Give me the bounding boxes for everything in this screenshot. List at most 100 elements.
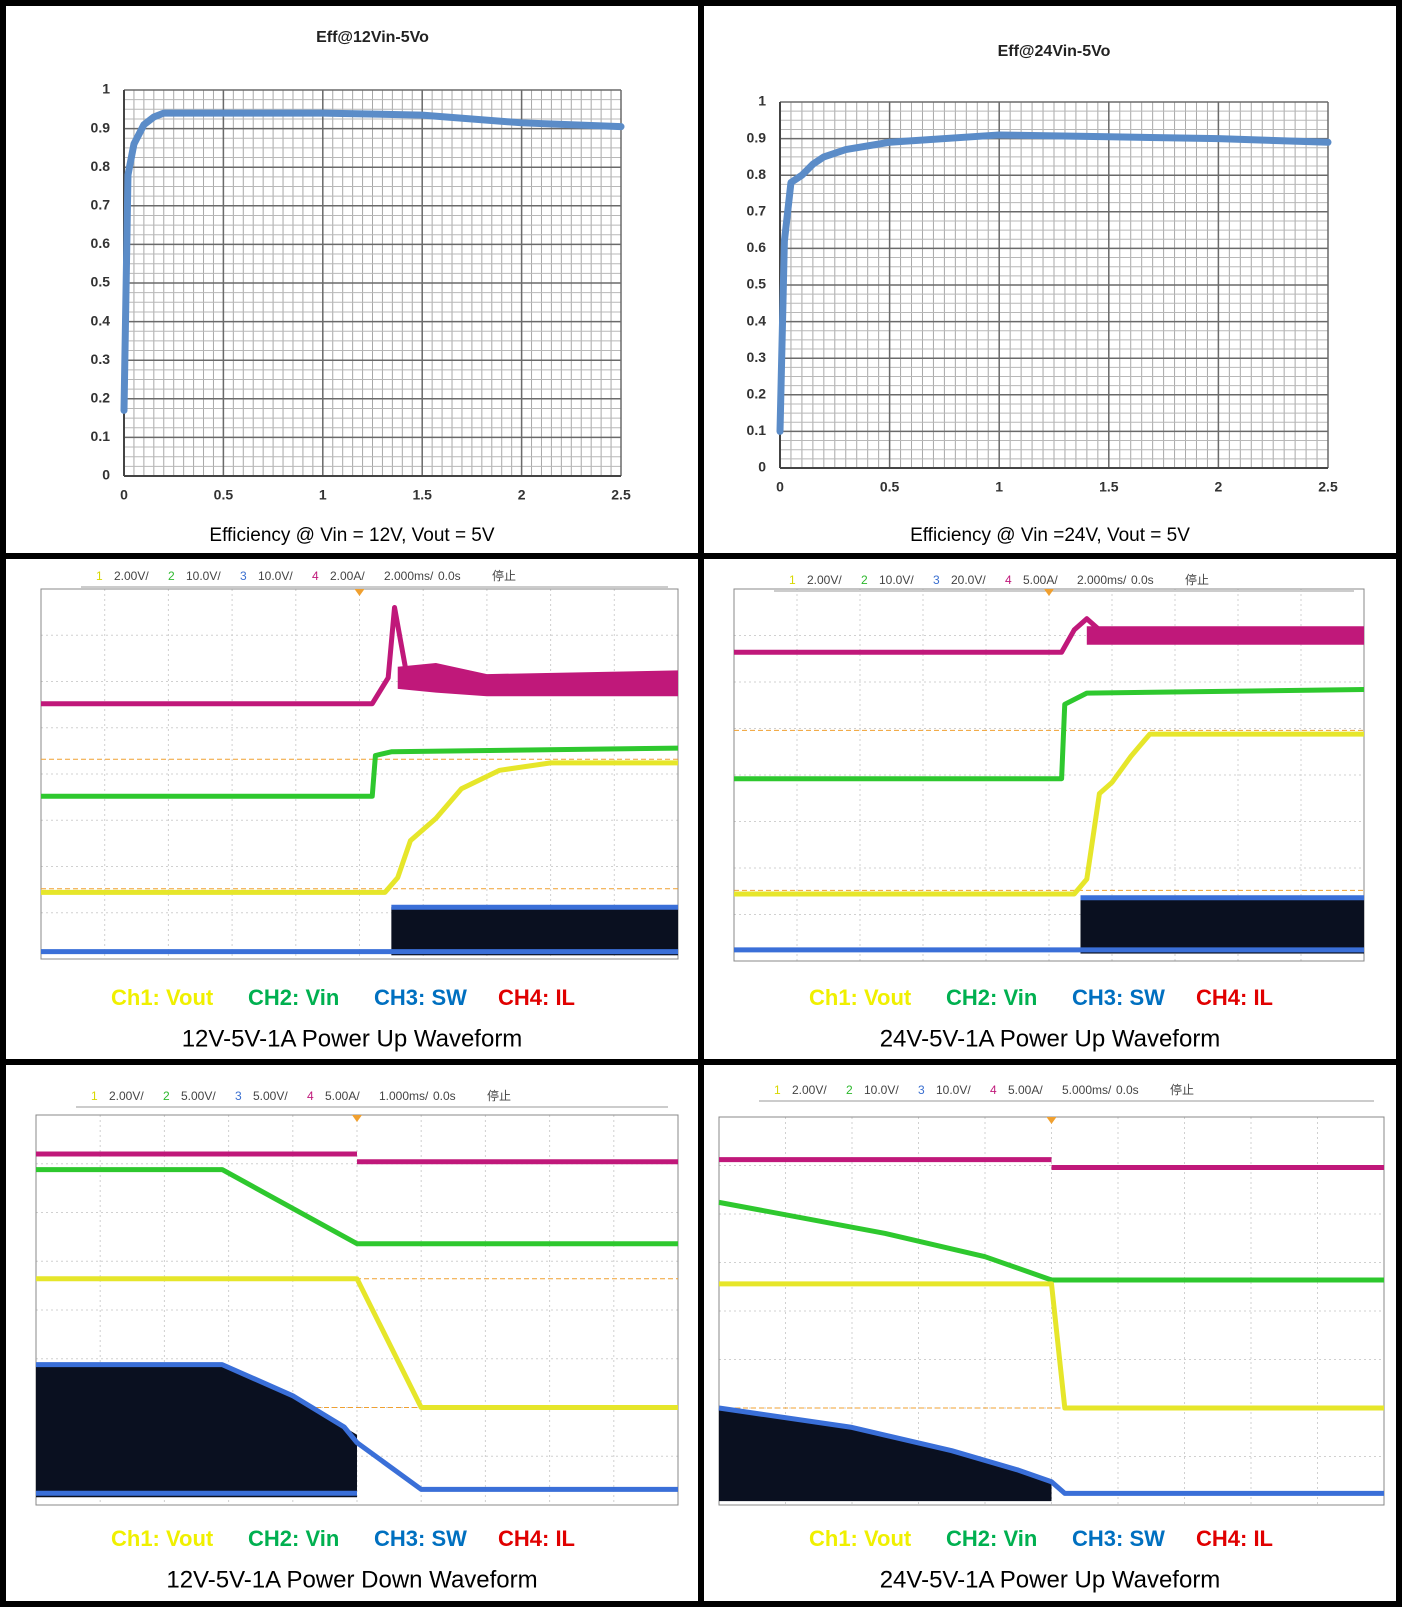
scope-setting: 2.00V/: [114, 569, 149, 583]
scope-setting: 5.00V/: [181, 1089, 216, 1103]
scope-setting: 10.0V/: [186, 569, 221, 583]
scope-setting: 0.0s: [438, 569, 461, 583]
channel-legend: Ch1: Vout: [809, 985, 912, 1010]
channel-legend: CH4: IL: [498, 1526, 575, 1551]
chart-caption: Efficiency @ Vin = 12V, Vout = 5V: [209, 525, 494, 546]
x-tick-label: 2.5: [1318, 479, 1338, 495]
scope-caption: 12V-5V-1A Power Up Waveform: [182, 1025, 523, 1052]
channel-legend: CH3: SW: [374, 1526, 467, 1551]
channel-legend: CH3: SW: [374, 985, 467, 1010]
switching-region: [391, 907, 678, 955]
scope-setting: 5.00V/: [253, 1089, 288, 1103]
scope-setting: 3: [240, 569, 247, 583]
scope-setting: 停止: [487, 1088, 511, 1103]
scope-setting: 4: [312, 569, 319, 583]
scope-setting: 2: [861, 573, 868, 587]
channel-legend: CH3: SW: [1072, 1526, 1165, 1551]
scope-setting: 2.00A/: [330, 569, 365, 583]
y-tick-label: 1: [102, 81, 110, 97]
y-tick-label: 0.9: [91, 119, 111, 135]
x-tick-label: 1.5: [1099, 479, 1119, 495]
y-tick-label: 0.7: [747, 203, 767, 219]
x-tick-label: 1.5: [412, 487, 432, 503]
y-tick-label: 0.7: [91, 197, 111, 213]
trigger-marker: [355, 589, 365, 596]
waveform: [719, 1284, 1384, 1408]
scope-setting: 2.000ms/: [384, 569, 434, 583]
x-tick-label: 1: [319, 487, 327, 503]
y-tick-label: 0.2: [91, 390, 111, 406]
scope-setting: 2: [168, 569, 175, 583]
channel-legend: Ch1: Vout: [111, 985, 214, 1010]
switching-region: [719, 1408, 1052, 1501]
switching-region: [1081, 898, 1365, 954]
scope-setting: 2.00V/: [807, 573, 842, 587]
y-tick-label: 0.2: [747, 386, 767, 402]
scope-setting: 1: [96, 569, 103, 583]
scope-setting: 10.0V/: [258, 569, 293, 583]
scope-setting: 停止: [492, 568, 516, 583]
scope-setting: 3: [918, 1083, 925, 1097]
scope-setting: 2.00V/: [792, 1083, 827, 1097]
y-tick-label: 0.1: [747, 422, 767, 438]
waveform: [41, 763, 678, 893]
scope-setting: 0.0s: [1131, 573, 1154, 587]
scope-setting: 5.00A/: [325, 1089, 360, 1103]
channel-legend: CH4: IL: [498, 985, 575, 1010]
channel-legend: CH2: Vin: [248, 1526, 339, 1551]
channel-legend: CH2: Vin: [946, 1526, 1037, 1551]
scope-setting: 5.00A/: [1008, 1083, 1043, 1097]
channel-legend: Ch1: Vout: [809, 1526, 912, 1551]
scope-setting: 20.0V/: [951, 573, 986, 587]
scope-caption: 12V-5V-1A Power Down Waveform: [166, 1566, 537, 1593]
trigger-marker: [1047, 1117, 1057, 1124]
x-tick-label: 2.5: [611, 487, 631, 503]
y-tick-label: 0.5: [747, 276, 767, 292]
y-tick-label: 0.6: [91, 235, 111, 251]
scope-setting: 2: [846, 1083, 853, 1097]
scope-setting: 3: [933, 573, 940, 587]
chart-caption: Efficiency @ Vin =24V, Vout = 5V: [910, 525, 1190, 546]
y-tick-label: 0.9: [747, 129, 767, 145]
scope-setting: 10.0V/: [936, 1083, 971, 1097]
y-tick-label: 0.1: [91, 428, 111, 444]
channel-legend: CH3: SW: [1072, 985, 1165, 1010]
trigger-marker: [1044, 589, 1054, 596]
y-tick-label: 0.4: [747, 312, 767, 328]
scope-setting: 0.0s: [433, 1089, 456, 1103]
x-tick-label: 0: [776, 479, 784, 495]
scope-setting: 10.0V/: [879, 573, 914, 587]
scope-setting: 1: [91, 1089, 98, 1103]
switching-region: [36, 1365, 357, 1498]
scope-setting: 10.0V/: [864, 1083, 899, 1097]
scope-setting: 2.00V/: [109, 1089, 144, 1103]
scope-panel: 1 2.00V/2 10.0V/3 10.0V/4 2.00A/2.000ms/0.0s…: [6, 559, 698, 1059]
scope-screenshot: 1 2.00V/2 10.0V/3 10.0V/4 2.00A/2.000ms/0.0s…: [6, 559, 698, 1059]
y-tick-label: 0.6: [747, 239, 767, 255]
scope-setting: 1.000ms/: [379, 1089, 429, 1103]
scope-panel: 12.00V/25.00V/35.00V/45.00A/1.000ms/0.0s…: [6, 1065, 698, 1601]
scope-setting: 2.000ms/: [1077, 573, 1127, 587]
y-tick-label: 0: [102, 467, 110, 483]
x-tick-label: 1: [995, 479, 1003, 495]
y-tick-label: 0.3: [91, 351, 111, 367]
scope-setting: 3: [235, 1089, 242, 1103]
figure-grid: 00.10.20.30.40.50.60.70.80.9100.511.522.…: [0, 0, 1402, 1607]
ripple-band: [398, 663, 678, 696]
channel-legend: CH4: IL: [1196, 985, 1273, 1010]
scope-setting: 0.0s: [1116, 1083, 1139, 1097]
scope-setting: 4: [1005, 573, 1012, 587]
chart-title: Eff@12Vin-5Vo: [316, 29, 429, 46]
y-tick-label: 0: [758, 459, 766, 475]
y-tick-label: 1: [758, 93, 766, 109]
chart-title: Eff@24Vin-5Vo: [998, 43, 1111, 60]
channel-legend: Ch1: Vout: [111, 1526, 214, 1551]
x-tick-label: 2: [1215, 479, 1223, 495]
